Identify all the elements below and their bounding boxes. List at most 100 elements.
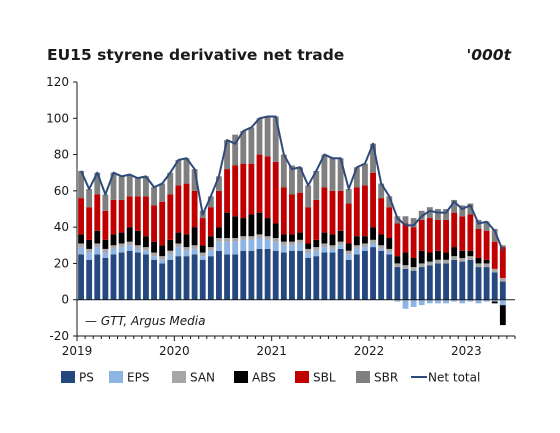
bar-sbl-38 [386,207,393,239]
bar-sbr-2 [94,172,101,195]
bar-ps-49 [475,267,482,300]
bar-ps-3 [102,257,109,300]
bar-abs-1 [86,239,93,249]
bar-abs-38 [386,238,393,249]
bar-sbl-40 [402,223,409,253]
bar-ps-51 [491,272,498,300]
bar-sbr-36 [370,143,376,173]
bar-sbl-3 [102,210,109,240]
bars-layer [78,116,506,326]
bar-sbl-28 [305,207,312,244]
bar-sbr-18 [224,140,230,170]
bar-ps-31 [329,252,336,300]
bar-sbl-23 [264,156,271,219]
bar-ps-46 [451,259,458,300]
bar-abs-30 [321,232,328,244]
bar-sbl-21 [248,163,255,215]
bar-sbr-41 [410,218,417,228]
bar-ps-44 [435,263,441,300]
bar-ps-23 [264,248,271,300]
bar-abs-6 [126,227,133,242]
bar-san-21 [248,236,255,240]
bar-sbl-27 [297,192,303,233]
bar-ps-19 [232,254,239,300]
bar-sbl-34 [353,187,360,237]
bar-eps-3 [102,252,109,258]
bar-abs-5 [118,232,125,244]
bar-abs-33 [345,243,352,251]
bar-eps-34 [353,248,360,255]
bar-sbl-10 [159,201,166,246]
bar-sbr-43 [426,207,433,219]
bar-abs-16 [207,236,214,248]
bar-sbr-21 [248,127,255,164]
bar-sbr-12 [175,160,182,186]
bar-abs-13 [183,234,190,248]
bar-sbr-39 [394,216,401,224]
bar-abs-10 [159,245,166,257]
bar-san-11 [167,250,174,255]
bar-ps-52 [499,281,506,300]
bar-eps-24 [272,241,279,251]
bar-san-17 [216,238,222,242]
bar-san-27 [297,239,303,244]
bar-sbr-51 [491,228,498,242]
bar-sbr-28 [305,185,312,208]
bar-san-34 [353,245,360,249]
bar-sbl-31 [329,190,336,235]
bar-abs-27 [297,232,303,240]
bar-san-46 [451,256,458,260]
bar-abs-43 [426,252,433,262]
bar-ps-4 [110,254,117,300]
bar-eps-10 [159,259,166,264]
line-net-total [80,115,504,252]
bar-ps-32 [337,248,344,300]
bar-san-22 [256,234,263,239]
bar-sbl-13 [183,183,190,235]
bar-eps-4 [110,248,117,255]
bar-ps-11 [167,259,174,300]
legend-swatch-san [172,371,186,383]
bar-san-40 [402,265,409,269]
bar-eps-9 [151,256,157,260]
bar-eps-23 [264,239,271,249]
x-tick-label-2023: 2023 [451,344,482,358]
bar-sbl-6 [126,196,133,228]
bar-eps-41 [410,299,417,307]
bar-eps-47 [459,299,466,304]
bar-ps-45 [443,263,449,300]
bar-san-2 [94,243,101,248]
bar-san-28 [305,248,312,253]
bar-sbr-13 [183,158,190,184]
bar-sbl-32 [337,190,344,231]
bar-eps-8 [143,250,149,255]
bar-sbl-20 [240,163,247,219]
bar-eps-5 [118,247,125,253]
bar-sbr-8 [143,176,149,197]
y-tick-label-100: 100 [46,111,69,125]
bar-san-6 [126,241,133,246]
bar-sbl-14 [191,190,198,228]
bar-sbr-20 [240,130,247,164]
bar-san-19 [232,238,239,242]
bar-abs-45 [443,252,449,260]
legend-swatch-sbl [295,371,309,383]
bar-sbr-3 [102,194,109,211]
bar-eps-50 [483,299,490,302]
bar-sbr-48 [467,203,474,215]
bar-sbr-26 [289,165,295,195]
bar-sbl-9 [151,205,157,242]
bar-sbl-0 [78,198,84,235]
bar-eps-17 [216,241,222,251]
bar-sbr-33 [345,189,352,204]
bar-san-16 [207,247,214,251]
bar-sbr-38 [386,196,393,208]
bar-abs-8 [143,236,149,248]
bar-ps-40 [402,268,409,300]
bar-san-49 [475,263,482,268]
bar-eps-49 [475,299,482,304]
bar-ps-27 [297,250,303,300]
bar-sbr-35 [362,163,368,186]
y-tick-label-120: 120 [46,75,69,89]
bar-sbl-24 [272,161,279,224]
